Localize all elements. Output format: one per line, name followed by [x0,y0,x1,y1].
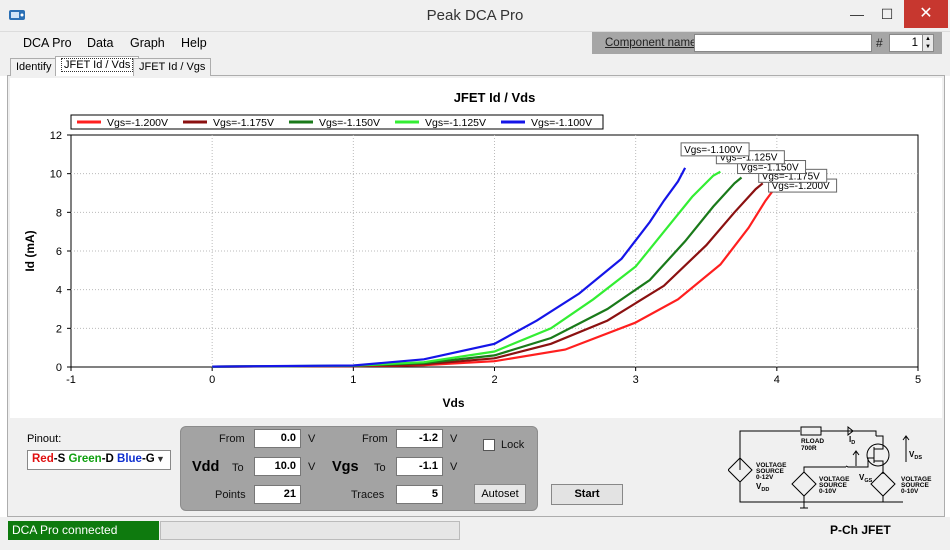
vgs-traces-input[interactable]: 5 [396,485,443,504]
vdd-from-label: From [219,433,245,445]
vdd-to-unit: V [308,461,315,473]
y-tick-label: 6 [56,246,62,258]
vdd-points-input[interactable]: 21 [254,485,301,504]
x-tick-label: -1 [66,374,76,386]
tab-label: JFET Id / Vds [61,58,133,72]
tab-jfet-id-vds[interactable]: JFET Id / Vds [55,56,139,76]
pinout-d: -D [102,453,117,465]
count-label: # [876,36,883,50]
vdd-from-unit: V [308,433,315,445]
pinout-label: Pinout: [27,433,61,445]
tab-jfet-id-vgs[interactable]: JFET Id / Vgs [133,58,211,76]
x-tick-label: 0 [209,374,215,386]
vdd-schematic-label: VDD [756,482,769,493]
vgs-label: Vgs [332,459,359,475]
x-tick-label: 2 [491,374,497,386]
legend-entry: Vgs=-1.150V [319,117,380,129]
spin-up-icon[interactable]: ▲ [925,36,931,42]
vgs-traces-label: Traces [351,489,384,501]
count-spinner[interactable]: ▲ ▼ [922,34,934,52]
component-name-label: Component name [605,37,696,49]
x-axis-label: Vds [442,396,464,410]
component-name-input[interactable] [694,34,872,52]
vgs-to-label: To [374,462,386,474]
device-type-label: P-Ch JFET [830,523,891,537]
pinout-red: Red [32,453,54,465]
lock-label: Lock [501,439,524,451]
vgs-from-label: From [362,433,388,445]
legend-entry: Vgs=-1.100V [531,117,592,129]
lock-checkbox[interactable] [483,439,495,451]
spin-down-icon[interactable]: ▼ [925,44,931,50]
connection-status: DCA Pro connected [8,521,159,540]
y-axis-label: Id (mA) [23,230,37,271]
x-tick-label: 5 [915,374,921,386]
pinout-s: -S [54,453,69,465]
vgs-from-input[interactable]: -1.2 [396,429,443,448]
start-button[interactable]: Start [551,484,623,505]
y-tick-label: 2 [56,323,62,335]
menu-help[interactable]: Help [181,36,207,50]
chevron-down-icon[interactable]: ▼ [156,454,165,464]
window-title: Peak DCA Pro [0,7,950,24]
y-tick-label: 0 [56,362,62,374]
menu-graph[interactable]: Graph [130,36,165,50]
series-end-label: Vgs=-1.100V [684,145,742,156]
y-tick-label: 10 [50,169,62,181]
pinout-green: Green [68,453,101,465]
chart-title: JFET Id / Vds [454,90,536,105]
test-circuit-schematic: RLOAD 700R ID VDS VGS VOLTAGE SOURCE 0-1… [728,422,940,512]
autoset-button[interactable]: Autoset [474,484,526,504]
source1-line3: 0-12V [756,474,774,481]
y-tick-label: 12 [50,130,62,142]
menu-data[interactable]: Data [87,36,113,50]
maximize-button[interactable]: ☐ [872,0,902,28]
close-button[interactable]: ✕ [904,0,948,28]
vgs-to-input[interactable]: -1.1 [396,457,443,476]
pinout-blue: Blue [117,453,142,465]
progress-bar [160,521,460,540]
legend-entry: Vgs=-1.175V [213,117,274,129]
menu-dca-pro[interactable]: DCA Pro [23,36,72,50]
vgs-to-unit: V [450,461,457,473]
vdd-label: Vdd [192,459,219,475]
rload-value: 700R [801,445,817,452]
vdd-from-input[interactable]: 0.0 [254,429,301,448]
vgs-schematic-label: VGS [859,473,873,484]
pinout-g: -G [142,453,155,465]
x-tick-label: 4 [774,374,780,386]
legend-entry: Vgs=-1.125V [425,117,486,129]
pinout-select[interactable]: Red-S Green-D Blue-G [27,450,171,470]
component-count-input[interactable]: 1 [889,34,923,52]
x-tick-label: 3 [633,374,639,386]
vdd-points-label: Points [215,489,246,501]
y-tick-label: 8 [56,207,62,219]
x-tick-label: 1 [350,374,356,386]
y-tick-label: 4 [56,285,62,297]
tab-identify[interactable]: Identify [10,58,57,76]
vdd-to-label: To [232,462,244,474]
vgs-from-unit: V [450,433,457,445]
vds-label: VDS [909,450,922,461]
source2-line3: 0-10V [819,488,837,495]
rload-label: RLOAD [801,438,824,445]
source3-line3: 0-10V [901,488,919,495]
minimize-button[interactable]: — [842,0,872,28]
id-label: ID [849,435,855,446]
vdd-to-input[interactable]: 10.0 [254,457,301,476]
legend-entry: Vgs=-1.200V [107,117,168,129]
